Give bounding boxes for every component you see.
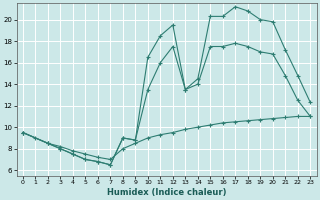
- X-axis label: Humidex (Indice chaleur): Humidex (Indice chaleur): [107, 188, 226, 197]
